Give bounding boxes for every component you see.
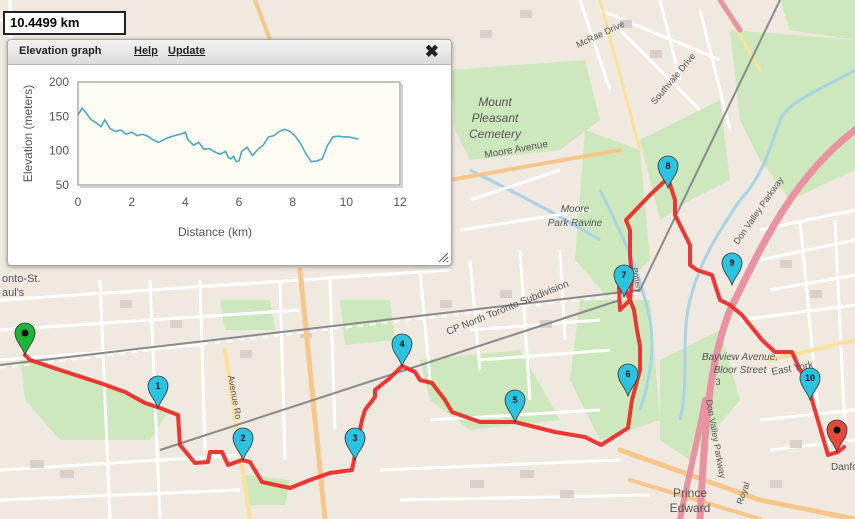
marker-label: 8 xyxy=(665,161,670,171)
waypoint-marker[interactable]: 6 xyxy=(617,363,639,398)
y-tick-label: 150 xyxy=(49,109,69,123)
marker-pin-icon xyxy=(721,252,743,287)
x-axis-label: Distance (km) xyxy=(178,225,252,239)
resize-handle-icon[interactable] xyxy=(437,251,449,263)
marker-pin-icon xyxy=(613,264,635,299)
x-tick-label: 0 xyxy=(75,195,82,209)
label-prince-edward: Edward xyxy=(670,501,711,515)
motorways xyxy=(677,0,855,519)
label-toronto-st-pauls: onto-St. xyxy=(2,273,41,285)
waypoint-marker[interactable]: 5 xyxy=(504,389,526,424)
x-tick-label: 8 xyxy=(289,195,296,209)
marker-pin-icon xyxy=(504,389,526,424)
y-tick-label: 50 xyxy=(56,178,70,192)
marker-pin-icon xyxy=(232,427,254,462)
update-link[interactable]: Update xyxy=(168,45,206,57)
marker-dot-icon xyxy=(21,329,29,337)
start-marker[interactable] xyxy=(14,322,36,357)
label-moore-park: Park Ravine xyxy=(548,218,603,229)
railways xyxy=(0,0,781,451)
x-tick-label: 2 xyxy=(128,195,135,209)
elevation-chart: 50 100 150 200 0 2 4 6 8 10 12 Distance (km) Elevati… xyxy=(21,75,407,239)
label-bayview: 3 xyxy=(715,377,720,387)
marker-label: 5 xyxy=(512,395,517,405)
label-toronto-st-pauls: aul's xyxy=(2,287,25,299)
marker-pin-icon xyxy=(799,367,821,402)
elevation-graph-panel: Elevation graph Help Update ✖ 50 100 150 20… xyxy=(7,39,452,266)
marker-dot-icon xyxy=(833,426,841,434)
waypoint-marker[interactable]: 10 xyxy=(799,367,821,402)
marker-pin-icon xyxy=(14,322,36,357)
end-marker[interactable] xyxy=(826,419,848,454)
marker-label: 4 xyxy=(399,339,404,349)
label-cemetery: Cemetery xyxy=(469,127,522,141)
x-tick-label: 4 xyxy=(182,195,189,209)
label-cemetery: Mount xyxy=(478,95,512,109)
plot-area xyxy=(77,81,401,186)
marker-label: 3 xyxy=(352,433,357,443)
plot-shadow xyxy=(80,84,403,188)
y-tick-label: 100 xyxy=(49,144,69,158)
waypoint-marker[interactable]: 8 xyxy=(657,155,679,190)
label-danforth: Danfo xyxy=(831,462,855,473)
marker-label: 10 xyxy=(805,373,815,383)
marker-label: 7 xyxy=(621,270,626,280)
label-bayview: Bayview Avenue, xyxy=(702,352,778,363)
marker-pin-icon xyxy=(617,363,639,398)
marker-label: 9 xyxy=(729,258,734,268)
x-tick-label: 12 xyxy=(393,195,407,209)
marker-label: 1 xyxy=(155,381,160,391)
marker-pin-icon xyxy=(147,375,169,410)
distance-readout: 10.4499 km xyxy=(3,11,126,35)
parks xyxy=(20,0,855,505)
y-tick-label: 200 xyxy=(49,75,69,89)
panel-header[interactable]: Elevation graph Help Update ✖ xyxy=(8,40,451,65)
x-tick-label: 6 xyxy=(236,195,243,209)
route-line[interactable] xyxy=(23,176,846,490)
marker-pin-icon xyxy=(391,333,413,368)
y-axis-label: Elevation (meters) xyxy=(21,85,35,182)
waypoint-marker[interactable]: 1 xyxy=(147,375,169,410)
marker-label: 2 xyxy=(240,433,245,443)
marker-label: 6 xyxy=(625,369,630,379)
help-link[interactable]: Help xyxy=(134,45,158,57)
label-cemetery: Pleasant xyxy=(472,111,519,125)
panel-title: Elevation graph xyxy=(19,45,102,57)
elevation-line xyxy=(77,106,359,163)
close-icon[interactable]: ✖ xyxy=(424,42,439,61)
label-moore-park: Moore xyxy=(561,204,590,215)
label-bayview: Bloor Street xyxy=(714,365,768,376)
waypoint-marker[interactable]: 4 xyxy=(391,333,413,368)
label-prince-edward: Prince xyxy=(673,486,707,500)
marker-pin-icon xyxy=(657,155,679,190)
waypoint-marker[interactable]: 3 xyxy=(344,427,366,462)
waypoint-marker[interactable]: 9 xyxy=(721,252,743,287)
waypoint-marker[interactable]: 7 xyxy=(613,264,635,299)
waypoint-marker[interactable]: 2 xyxy=(232,427,254,462)
marker-pin-icon xyxy=(344,427,366,462)
marker-pin-icon xyxy=(826,419,848,454)
waterways xyxy=(469,68,855,421)
x-tick-label: 10 xyxy=(340,195,354,209)
